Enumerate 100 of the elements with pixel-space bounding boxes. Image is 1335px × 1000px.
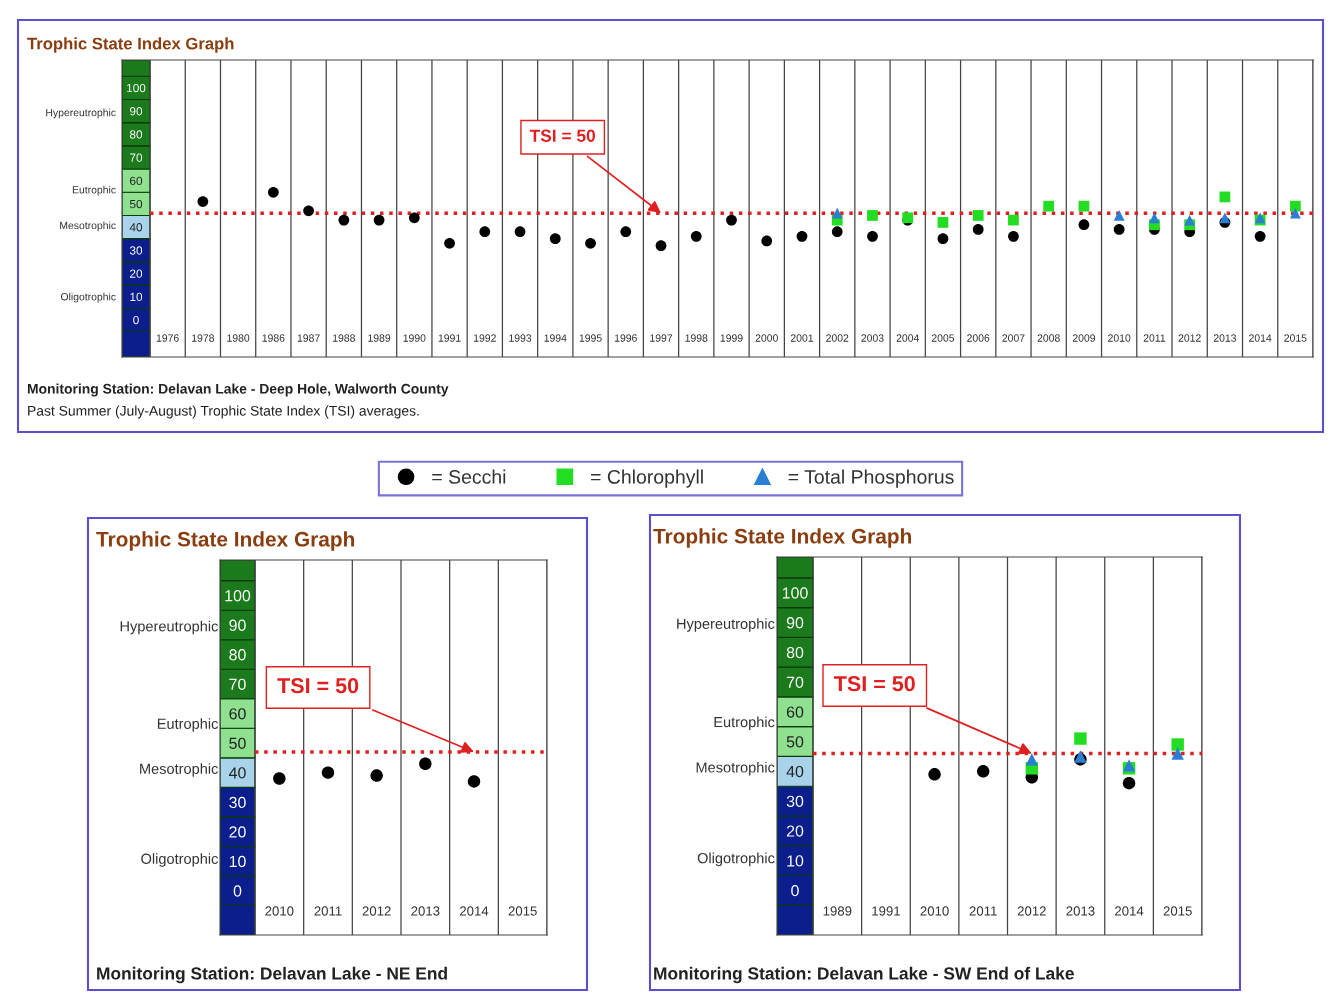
y-tick-label: 80	[129, 130, 143, 139]
chart-title: Trophic State Index Graph	[27, 37, 234, 53]
y-tick-label: 0	[133, 315, 139, 325]
text: Monitoring Station: Delavan Lake - SW End of Lake	[654, 966, 1074, 984]
x-tick-label: 1998	[685, 334, 708, 342]
x-tick-label: 2009	[1072, 334, 1096, 342]
x-tick-label: 1994	[544, 334, 567, 342]
y-tick-label: 0	[791, 884, 799, 897]
text: Hypereutrophic	[46, 108, 116, 119]
y-tick-label: 80	[786, 646, 804, 659]
y-tick-label: 70	[130, 153, 143, 162]
x-tick-label: 2011	[1143, 334, 1166, 342]
x-tick-label: 2014	[459, 906, 489, 916]
y-tick-label: 40	[129, 223, 143, 232]
text: Monitoring Station: Delavan Lake - NE End	[97, 966, 447, 984]
y-tick-label: 40	[228, 767, 246, 779]
y-tick-label: 10	[787, 855, 804, 867]
y-tick-label: 100	[782, 587, 808, 599]
x-tick-label: 2013	[411, 906, 440, 916]
text: Oligotrophic	[141, 853, 218, 867]
text: Eutrophic	[72, 185, 116, 196]
x-tick-label: 2001	[790, 334, 814, 342]
text: Oligotrophic	[697, 852, 775, 867]
text: Oligotrophic	[60, 292, 116, 303]
y-tick-label: 40	[786, 765, 804, 778]
text: Mesotrophic	[140, 763, 218, 777]
x-tick-label: 1988	[333, 334, 355, 342]
x-tick-label: 1976	[156, 334, 179, 342]
x-tick-label: 2000	[755, 334, 778, 342]
annotation: TSI = 50	[529, 129, 596, 142]
text: Eutrophic	[157, 718, 218, 732]
x-tick-label: 2006	[967, 334, 990, 342]
y-tick-label: 60	[786, 706, 804, 718]
x-tick-label: 1991	[872, 906, 900, 916]
y-tick-label: 10	[130, 292, 143, 302]
x-tick-label: 2012	[362, 906, 391, 916]
legend-label: = Chlorophyll	[591, 469, 703, 488]
y-tick-label: 80	[229, 649, 246, 661]
x-tick-label: 1989	[823, 906, 852, 916]
x-tick-label: 1989	[368, 334, 391, 342]
legend-label: = Total Phosphorus	[788, 469, 954, 488]
x-tick-label: 1991	[438, 334, 461, 342]
text: Monitoring Station: Delavan Lake - Deep Hole, Walworth County	[27, 383, 449, 397]
x-tick-label: 1986	[262, 334, 285, 342]
text: Hypereutrophic	[677, 618, 775, 632]
text: Past Summer (July-August) Trophic State Index (TSI) averages.	[28, 405, 419, 419]
x-tick-label: 2010	[265, 906, 294, 916]
y-tick-label: 30	[129, 246, 143, 255]
text: Hypereutrophic	[120, 620, 218, 635]
x-tick-label: 2013	[1066, 906, 1095, 916]
y-tick-label: 30	[229, 796, 246, 809]
y-tick-label: 30	[786, 795, 804, 808]
y-tick-label: 90	[129, 107, 143, 116]
x-tick-label: 2007	[1002, 334, 1025, 342]
x-tick-label: 1996	[614, 334, 637, 342]
y-tick-label: 90	[229, 619, 246, 631]
y-tick-label: 50	[786, 736, 804, 748]
text: Eutrophic	[714, 716, 775, 731]
y-tick-label: 20	[130, 269, 143, 278]
text: Mesotrophic	[696, 761, 775, 776]
y-tick-label: 60	[229, 708, 246, 720]
x-tick-label: 2012	[1017, 906, 1046, 916]
x-tick-label: 2014	[1115, 906, 1144, 916]
x-tick-label: 2005	[931, 334, 955, 342]
x-tick-label: 2003	[861, 334, 884, 342]
y-tick-label: 50	[229, 737, 246, 750]
x-tick-label: 1978	[192, 334, 214, 342]
x-tick-label: 1993	[509, 334, 532, 342]
x-tick-label: 1997	[650, 334, 673, 342]
y-tick-label: 70	[786, 676, 804, 688]
x-tick-label: 2013	[1213, 334, 1237, 342]
x-tick-label: 2004	[896, 334, 919, 342]
x-tick-label: 2008	[1037, 334, 1060, 342]
annotation: TSI = 50	[834, 676, 915, 692]
x-tick-label: 2014	[1249, 334, 1272, 342]
x-tick-label: 1995	[579, 334, 602, 342]
annotation: TSI = 50	[277, 678, 359, 694]
chart-title: Trophic State Index Graph	[96, 531, 355, 551]
y-tick-label: 20	[229, 826, 246, 838]
legend-label: = Secchi	[432, 469, 506, 484]
y-tick-label: 60	[130, 176, 143, 186]
y-tick-label: 0	[233, 885, 242, 897]
x-tick-label: 2011	[969, 906, 997, 916]
y-tick-label: 100	[127, 83, 146, 93]
x-tick-label: 2015	[508, 906, 537, 916]
x-tick-label: 2010	[920, 906, 949, 916]
x-tick-label: 1992	[474, 334, 496, 342]
x-tick-label: 2012	[1178, 334, 1201, 342]
x-tick-label: 1980	[227, 334, 250, 342]
chart-title: Trophic State Index Graph	[653, 528, 912, 548]
x-tick-label: 1999	[720, 334, 743, 342]
y-tick-label: 20	[786, 825, 804, 837]
x-tick-label: 2010	[1108, 334, 1131, 342]
y-tick-label: 50	[129, 199, 143, 209]
x-tick-label: 1990	[403, 334, 426, 342]
y-tick-label: 10	[229, 855, 246, 868]
y-tick-label: 90	[786, 617, 804, 629]
x-tick-label: 2015	[1163, 906, 1192, 916]
y-tick-label: 100	[225, 590, 251, 602]
x-tick-label: 2002	[826, 334, 849, 342]
